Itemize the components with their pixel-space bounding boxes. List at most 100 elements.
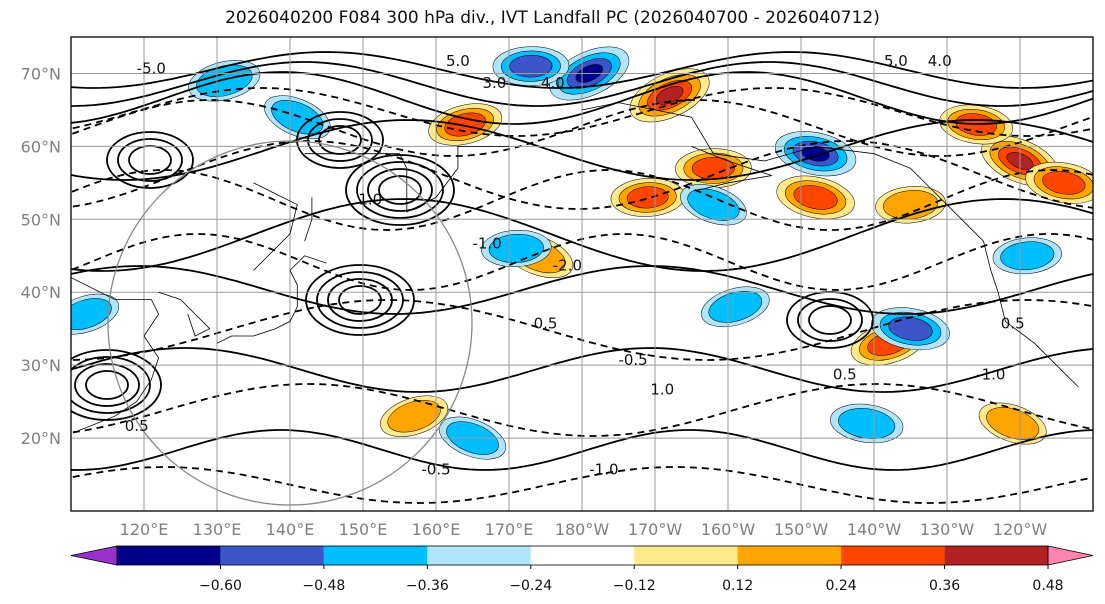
fill-level <box>655 86 684 105</box>
longitude-tick-label: 160°W <box>701 520 756 539</box>
contour-label: -5.0 <box>137 59 166 77</box>
fill-level <box>626 186 669 209</box>
coastline-segment <box>691 146 772 191</box>
closed-contour-3-1 <box>128 145 172 175</box>
colorbar-segment <box>117 546 221 565</box>
longitude-tick-label: 180°W <box>555 520 610 539</box>
fill-level <box>271 100 324 135</box>
coastline-segment <box>216 255 327 344</box>
fill-level <box>1042 171 1086 195</box>
fill-level <box>488 233 544 263</box>
negative-div-feature-6 <box>481 229 552 267</box>
positive-contour-2 <box>71 71 1093 125</box>
map-frame <box>70 36 1094 512</box>
positive-div-feature-12 <box>978 402 1047 445</box>
colorbar-segment <box>944 546 1048 565</box>
positive-div-feature-6 <box>610 178 685 217</box>
closed-contour-0-2 <box>74 363 140 407</box>
longitude-tick-label: 130°W <box>920 520 975 539</box>
contour-label: -0.5 <box>618 351 647 369</box>
positive-contour-0 <box>71 51 1093 89</box>
latitude-tick-label: 60°N <box>21 137 61 156</box>
contour-label: 3.0 <box>482 74 506 92</box>
latitude-ticks: 70°N 60°N 50°N 40°N 30°N 20°N <box>21 64 61 448</box>
coastline-segment <box>158 291 211 337</box>
closed-contour-1-3 <box>316 271 404 329</box>
coastline-segment <box>581 102 1079 388</box>
closed-contour-3-3 <box>106 131 194 189</box>
contour-label: -1.0 <box>472 234 501 252</box>
fill-level <box>687 188 740 221</box>
colorbar-extend-low <box>70 545 118 566</box>
colorbar-segment <box>737 546 842 565</box>
closed-contour-4-3 <box>296 111 384 169</box>
colorbar-frame <box>116 545 1049 566</box>
colorbar-tick-label: −0.36 <box>406 578 449 594</box>
colorbar-tick-label: 0.36 <box>929 578 960 594</box>
colorbar-segment <box>530 546 635 565</box>
latitude-tick-label: 20°N <box>21 429 61 448</box>
contour-label: -0.5 <box>421 461 450 479</box>
longitude-tick-label: 150°E <box>339 520 388 539</box>
negative-div-feature-11 <box>71 293 120 335</box>
closed-contour-1-1 <box>338 285 382 315</box>
latitude-tick-label: 50°N <box>21 210 61 229</box>
negative-contour-15 <box>71 466 1093 504</box>
negative-contour-9 <box>71 233 1093 291</box>
longitude-tick-label: 140°W <box>847 520 902 539</box>
closed-contour-5-2 <box>797 298 863 342</box>
fill-level <box>708 290 763 323</box>
divergence-fill-layer <box>71 46 1093 460</box>
colorbar-segment <box>841 546 945 565</box>
positive-div-feature-11 <box>380 395 449 437</box>
longitude-tick-label: 160°E <box>412 520 461 539</box>
negative-contour-11 <box>71 299 1093 361</box>
colorbar-tick-label: −0.12 <box>613 578 656 594</box>
closed-contour-1-4 <box>305 264 415 336</box>
closed-contour-0-1 <box>85 370 129 400</box>
longitude-tick-label: 170°W <box>628 520 683 539</box>
closed-contour-5-1 <box>808 305 852 335</box>
positive-contour-10 <box>71 265 1093 315</box>
longitude-tick-label: 120°E <box>120 520 169 539</box>
longitude-tick-label: 150°W <box>774 520 829 539</box>
closed-contour-2-2 <box>367 168 433 212</box>
contour-label: -2.0 <box>553 256 582 274</box>
coastline-segment <box>253 182 298 271</box>
contour-label: 0.5 <box>833 366 857 384</box>
coastlines <box>71 102 1079 432</box>
latitude-tick-label: 30°N <box>21 356 61 375</box>
negative-div-feature-7 <box>701 286 770 328</box>
colorbar-segment <box>427 546 531 565</box>
colorbar-segment <box>220 546 324 565</box>
colorbar-tick-label: 0.24 <box>826 578 857 594</box>
longitude-tick-label: 130°E <box>193 520 242 539</box>
contour-label: 4.0 <box>541 74 565 92</box>
colorbar-tick-label: −0.60 <box>199 578 242 594</box>
negative-contour-3 <box>71 87 1093 137</box>
closed-contour-2-3 <box>356 161 444 219</box>
closed-contour-1-2 <box>327 278 393 322</box>
longitude-tick-label: 170°E <box>485 520 534 539</box>
negative-div-feature-12 <box>680 184 747 226</box>
ivt-contour-layer <box>71 51 1093 504</box>
contour-label: 1.0 <box>650 380 674 398</box>
colorbar-tick-label: −0.24 <box>509 578 552 594</box>
chart-title: 2026040200 F084 300 hPa div., IVT Landfa… <box>225 8 880 28</box>
contour-label: 1.0 <box>358 191 382 209</box>
coastline-segment <box>304 197 313 242</box>
fill-level <box>71 298 112 331</box>
positive-contour-12 <box>71 347 1093 393</box>
closed-contour-0-4 <box>71 349 162 421</box>
positive-contour-1 <box>71 61 1093 107</box>
colorbar: −0.60 −0.48 −0.36 −0.24 −0.12 0.12 0.24 0.36 0.4… <box>70 545 1094 594</box>
negative-div-feature-1 <box>775 131 857 177</box>
latitude-tick-label: 70°N <box>21 64 61 83</box>
negative-contour-13 <box>71 383 1093 437</box>
closed-contour-4-2 <box>307 118 373 162</box>
longitude-tick-label: 120°W <box>993 520 1048 539</box>
coastline-segment <box>304 146 509 213</box>
fill-level <box>793 185 838 210</box>
contour-labels: 5.03.0 4.0-5.01.0-1.0-2.00.5-0.51.00.5 -1.… <box>125 52 1025 478</box>
